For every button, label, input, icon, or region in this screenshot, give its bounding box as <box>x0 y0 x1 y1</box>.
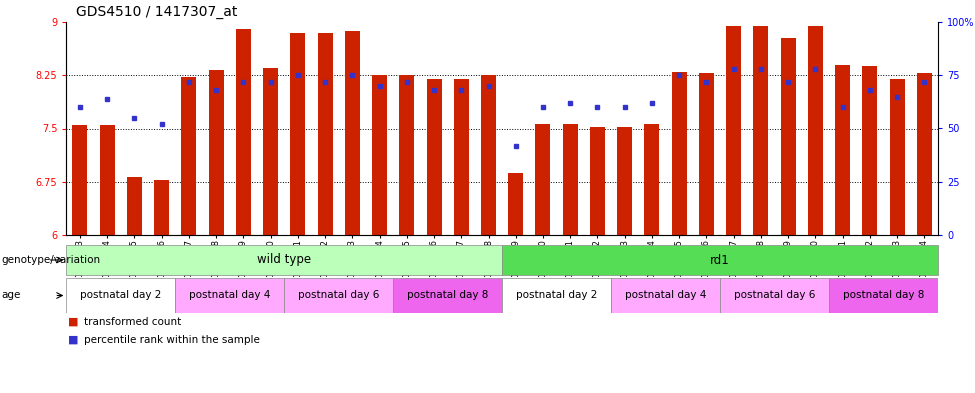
Bar <box>502 245 938 275</box>
Bar <box>836 64 850 235</box>
Bar <box>699 73 714 235</box>
Bar <box>726 26 741 235</box>
Bar <box>263 68 278 235</box>
Bar <box>644 124 659 235</box>
Bar <box>176 278 285 313</box>
Bar <box>889 79 905 235</box>
Bar <box>400 75 414 235</box>
Text: transformed count: transformed count <box>84 317 181 327</box>
Text: wild type: wild type <box>257 253 311 266</box>
Text: postnatal day 2: postnatal day 2 <box>516 290 598 301</box>
Bar <box>372 75 387 235</box>
Bar <box>66 278 176 313</box>
Text: postnatal day 4: postnatal day 4 <box>189 290 270 301</box>
Text: age: age <box>1 290 20 301</box>
Text: postnatal day 2: postnatal day 2 <box>80 290 162 301</box>
Text: percentile rank within the sample: percentile rank within the sample <box>84 334 259 345</box>
Bar <box>862 66 878 235</box>
Text: ■: ■ <box>68 334 79 345</box>
Bar <box>672 72 686 235</box>
Text: genotype/variation: genotype/variation <box>1 255 100 265</box>
Bar <box>535 124 551 235</box>
Bar <box>754 26 768 235</box>
Bar <box>453 79 469 235</box>
Bar <box>99 125 115 235</box>
Bar <box>72 125 88 235</box>
Bar <box>916 73 932 235</box>
Bar <box>318 33 332 235</box>
Bar <box>181 77 196 235</box>
Text: postnatal day 8: postnatal day 8 <box>842 290 924 301</box>
Text: postnatal day 6: postnatal day 6 <box>298 290 379 301</box>
Bar <box>611 278 720 313</box>
Bar <box>808 26 823 235</box>
Text: ■: ■ <box>68 317 79 327</box>
Bar <box>291 33 305 235</box>
Bar <box>590 127 604 235</box>
Bar <box>720 278 829 313</box>
Bar <box>154 180 169 235</box>
Bar <box>617 127 632 235</box>
Text: postnatal day 6: postnatal day 6 <box>734 290 815 301</box>
Bar <box>781 38 796 235</box>
Bar <box>209 70 223 235</box>
Text: rd1: rd1 <box>710 253 730 266</box>
Bar <box>345 31 360 235</box>
Bar <box>127 177 142 235</box>
Text: postnatal day 8: postnatal day 8 <box>407 290 488 301</box>
Bar <box>236 29 251 235</box>
Text: postnatal day 4: postnatal day 4 <box>625 290 706 301</box>
Bar <box>502 278 611 313</box>
Bar <box>481 75 496 235</box>
Bar <box>829 278 938 313</box>
Bar <box>563 124 578 235</box>
Bar <box>426 79 442 235</box>
Bar <box>393 278 502 313</box>
Bar <box>285 278 393 313</box>
Bar <box>66 245 502 275</box>
Bar <box>508 173 524 235</box>
Text: GDS4510 / 1417307_at: GDS4510 / 1417307_at <box>76 5 238 19</box>
